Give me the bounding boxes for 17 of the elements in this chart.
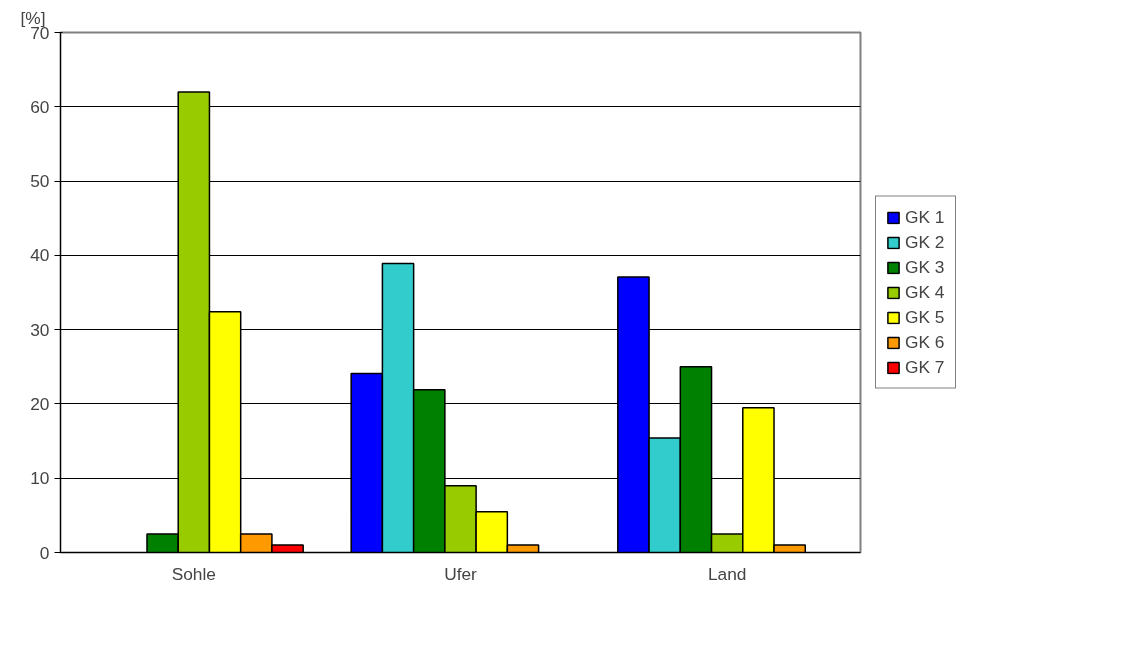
legend-label: GK 6 xyxy=(905,331,945,353)
legend-label: GK 5 xyxy=(905,306,945,328)
x-tick-label: Land xyxy=(707,563,747,584)
legend-label: GK 4 xyxy=(905,281,945,303)
y-tick-label: 30 xyxy=(30,319,50,340)
legend-label: GK 1 xyxy=(905,206,945,228)
legend-label: GK 2 xyxy=(905,231,945,253)
legend-label: GK 3 xyxy=(905,256,945,278)
legend-label: GK 7 xyxy=(905,356,945,378)
y-tick-label: 10 xyxy=(30,468,50,489)
y-tick-label: 60 xyxy=(30,96,50,117)
y-tick-label: 50 xyxy=(30,171,50,192)
x-tick-label: Sohle xyxy=(171,563,216,584)
x-tick-label: Ufer xyxy=(444,563,478,584)
y-tick-label: 20 xyxy=(30,393,50,414)
y-tick-label: 40 xyxy=(30,245,50,266)
y-tick-label: 0 xyxy=(39,542,50,563)
